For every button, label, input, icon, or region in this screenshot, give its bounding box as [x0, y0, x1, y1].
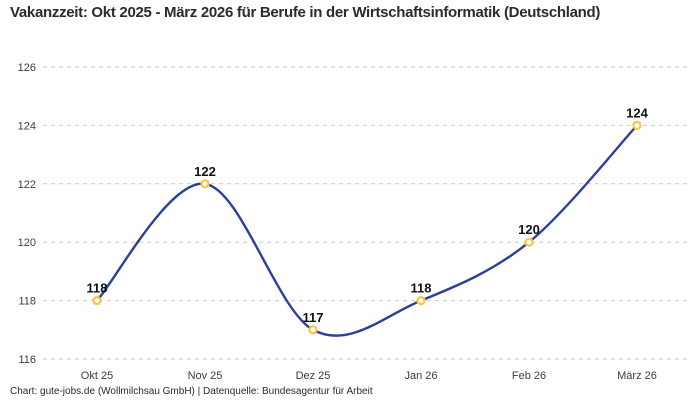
data-point-label: 124: [626, 105, 648, 120]
x-axis-tick-label: März 26: [617, 370, 657, 382]
data-point-label: 117: [303, 310, 324, 325]
data-point-marker[interactable]: [416, 296, 426, 306]
x-axis-tick-label: Jan 26: [404, 370, 437, 382]
x-axis-tick-label: Okt 25: [81, 370, 113, 382]
y-axis-tick-label: 118: [18, 296, 36, 308]
trend-line: [95, 124, 639, 337]
x-axis-tick-label: Feb 26: [512, 370, 546, 382]
data-point-marker[interactable]: [524, 237, 534, 247]
data-point-marker[interactable]: [92, 296, 102, 306]
data-point-label: 122: [194, 164, 216, 179]
y-axis-tick-label: 116: [18, 354, 36, 366]
data-point-marker[interactable]: [308, 325, 318, 335]
x-axis-tick-label: Dez 25: [296, 370, 331, 382]
chart-attribution: Chart: gute-jobs.de (Wollmilchsau GmbH) …: [10, 386, 373, 397]
data-point-marker[interactable]: [200, 179, 210, 189]
data-point-marker[interactable]: [632, 120, 642, 131]
x-axis-tick-label: Nov 25: [188, 370, 223, 382]
data-point-label: 120: [518, 222, 540, 237]
data-point-label: 118: [411, 281, 432, 296]
y-axis-tick-label: 124: [18, 120, 36, 132]
data-point-label: 118: [87, 281, 108, 296]
y-axis-tick-label: 126: [18, 62, 36, 74]
y-axis-tick-label: 120: [18, 237, 36, 249]
chart-title: Vakanzzeit: Okt 2025 - März 2026 für Ber…: [10, 4, 601, 21]
y-axis-tick-label: 122: [18, 179, 36, 191]
